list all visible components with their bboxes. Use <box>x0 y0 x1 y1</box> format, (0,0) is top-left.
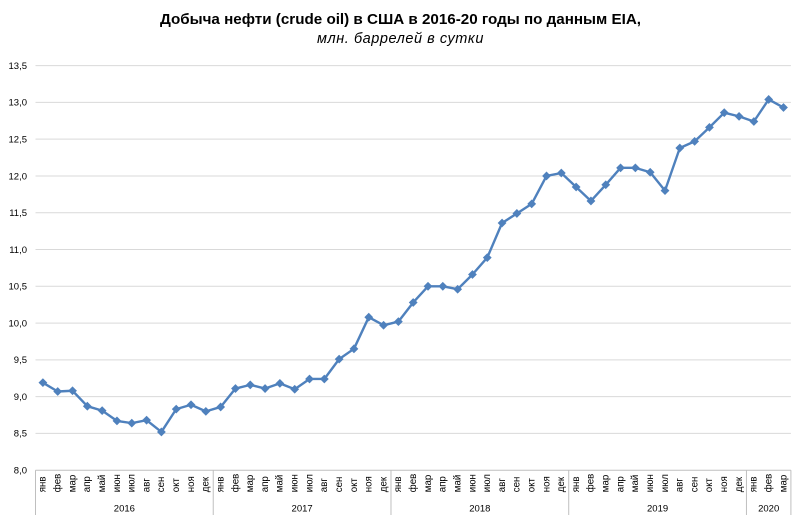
svg-text:ноя: ноя <box>719 476 730 492</box>
svg-text:янв: янв <box>215 476 226 492</box>
svg-text:окт: окт <box>704 477 715 492</box>
svg-text:янв: янв <box>571 476 582 492</box>
svg-text:ноя: ноя <box>541 476 552 492</box>
svg-text:2018: 2018 <box>469 503 490 514</box>
svg-text:сен: сен <box>512 477 523 493</box>
svg-text:дек: дек <box>556 476 567 492</box>
svg-text:ноя: ноя <box>186 476 197 492</box>
svg-text:фев: фев <box>586 474 597 493</box>
svg-text:май: май <box>97 475 108 492</box>
svg-text:дек: дек <box>734 476 745 492</box>
svg-text:2016: 2016 <box>114 503 135 514</box>
svg-text:8,5: 8,5 <box>14 429 27 440</box>
svg-text:янв: янв <box>749 476 760 492</box>
svg-text:апр: апр <box>260 476 271 492</box>
svg-text:13,5: 13,5 <box>9 61 28 72</box>
svg-text:10,5: 10,5 <box>9 282 28 293</box>
svg-text:10,0: 10,0 <box>9 318 28 329</box>
svg-text:окт: окт <box>171 477 182 492</box>
svg-text:2020: 2020 <box>758 503 779 514</box>
svg-text:мар: мар <box>245 475 256 492</box>
svg-text:май: май <box>630 475 641 492</box>
svg-text:2017: 2017 <box>292 503 313 514</box>
svg-text:13,0: 13,0 <box>9 98 28 109</box>
svg-text:авг: авг <box>141 478 152 493</box>
svg-text:апр: апр <box>82 476 93 492</box>
svg-text:авг: авг <box>675 478 686 493</box>
svg-text:ноя: ноя <box>364 476 375 492</box>
svg-text:окт: окт <box>349 477 360 492</box>
svg-text:8,0: 8,0 <box>14 466 27 477</box>
svg-text:мар: мар <box>67 475 78 492</box>
svg-text:авг: авг <box>319 478 330 493</box>
svg-text:мар: мар <box>778 475 789 492</box>
svg-text:июн: июн <box>112 474 123 492</box>
svg-text:апр: апр <box>438 476 449 492</box>
svg-text:фев: фев <box>53 474 64 493</box>
svg-text:июл: июл <box>482 474 493 492</box>
svg-text:июн: июн <box>467 474 478 492</box>
svg-text:окт: окт <box>526 477 537 492</box>
svg-text:фев: фев <box>408 474 419 493</box>
svg-text:май: май <box>452 475 463 492</box>
svg-text:дек: дек <box>378 476 389 492</box>
svg-text:авг: авг <box>497 478 508 493</box>
svg-text:май: май <box>275 475 286 492</box>
svg-text:июл: июл <box>304 474 315 492</box>
svg-text:апр: апр <box>615 476 626 492</box>
svg-text:янв: янв <box>393 476 404 492</box>
svg-text:дек: дек <box>201 476 212 492</box>
svg-text:сен: сен <box>156 477 167 493</box>
svg-text:сен: сен <box>334 477 345 493</box>
svg-text:11,0: 11,0 <box>9 245 27 256</box>
svg-text:июл: июл <box>127 474 138 492</box>
svg-text:11,5: 11,5 <box>9 208 27 219</box>
svg-text:июн: июн <box>645 474 656 492</box>
svg-text:9,0: 9,0 <box>14 392 27 403</box>
svg-text:мар: мар <box>423 475 434 492</box>
svg-text:12,5: 12,5 <box>9 134 28 145</box>
svg-text:9,5: 9,5 <box>14 355 27 366</box>
svg-text:фев: фев <box>763 474 774 493</box>
svg-text:фев: фев <box>230 474 241 493</box>
svg-text:12,0: 12,0 <box>9 171 28 182</box>
svg-text:июн: июн <box>290 474 301 492</box>
svg-text:мар: мар <box>601 475 612 492</box>
svg-text:янв: янв <box>38 476 49 492</box>
svg-text:июл: июл <box>660 474 671 492</box>
svg-text:сен: сен <box>689 477 700 493</box>
svg-text:2019: 2019 <box>647 503 668 514</box>
